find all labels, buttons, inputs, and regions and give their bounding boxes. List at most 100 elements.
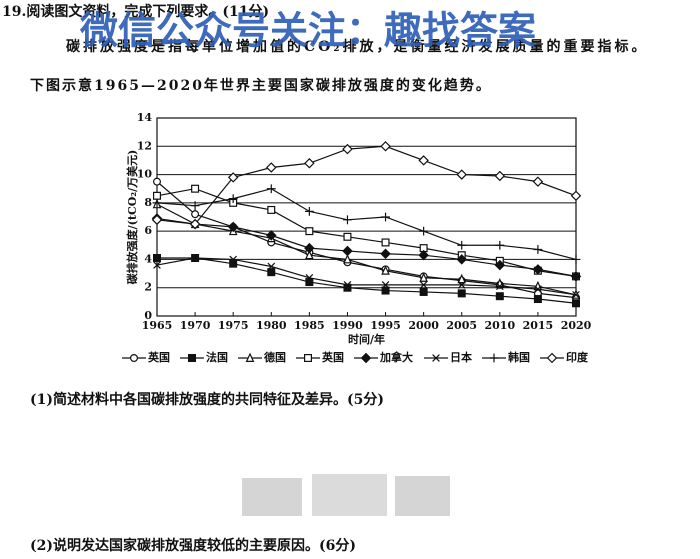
marker <box>304 206 314 216</box>
marker <box>419 281 428 289</box>
question: (1)简述材料中各国碳排放强度的共同特征及差异。(5分) <box>30 391 384 408</box>
x-tick-label: 1975 <box>218 319 249 332</box>
marker <box>495 282 504 291</box>
marker <box>570 190 582 202</box>
marker <box>570 271 582 282</box>
marker <box>304 354 313 363</box>
marker <box>229 255 238 264</box>
x-tick-label: 1995 <box>370 319 401 332</box>
marker <box>360 352 372 364</box>
marker <box>418 155 429 166</box>
marker <box>304 158 315 169</box>
marker <box>228 194 238 204</box>
marker <box>495 240 505 250</box>
marker <box>456 169 467 180</box>
watermark: 微信公众号关注：趣找答案 <box>79 8 537 53</box>
y-tick-label: 0 <box>144 309 152 322</box>
legend-label: 英国 <box>321 350 344 364</box>
legend-label: 印度 <box>566 350 589 364</box>
marker <box>190 201 200 211</box>
marker <box>457 273 467 284</box>
marker <box>571 299 580 308</box>
x-tick-label: 2000 <box>408 319 439 332</box>
legend-label: 韩国 <box>508 350 530 364</box>
marker <box>571 255 581 264</box>
legend-label: 日本 <box>450 350 472 364</box>
marker <box>457 240 467 250</box>
marker <box>191 184 200 193</box>
marker <box>381 286 390 295</box>
marker <box>189 218 201 230</box>
marker <box>546 352 558 364</box>
marker <box>489 353 499 363</box>
y-tick-label: 8 <box>144 196 152 209</box>
marker <box>494 170 506 182</box>
marker <box>188 354 197 363</box>
marker <box>267 262 276 271</box>
marker <box>153 254 162 263</box>
blurred-stamp <box>242 474 450 516</box>
marker <box>153 177 162 186</box>
series-line <box>156 203 577 296</box>
marker <box>152 198 162 208</box>
marker <box>304 242 315 254</box>
y-axis-label: 碳排放强度/(tCO₂/万美元) <box>125 150 139 285</box>
marker <box>495 292 504 301</box>
marker <box>305 227 314 236</box>
marker <box>305 273 314 282</box>
marker <box>381 212 390 222</box>
legend-label: 德国 <box>263 350 286 364</box>
marker <box>381 238 390 247</box>
marker <box>457 281 466 289</box>
marker <box>130 354 139 363</box>
intro: 碳排放强度是指每单位增加值的CO₂排放，是衡量经济发展质量的重要指标。 <box>66 38 648 55</box>
y-tick-label: 10 <box>137 168 153 181</box>
marker <box>153 261 161 269</box>
marker <box>191 254 199 262</box>
legend-label: 加拿大 <box>379 350 413 364</box>
marker <box>153 191 162 200</box>
marker <box>267 268 276 277</box>
marker <box>191 210 200 219</box>
question-header: 19.阅读图文资料，完成下列要求。(11分) <box>2 3 269 20</box>
x-tick-label: 1980 <box>256 319 287 332</box>
marker <box>419 226 429 236</box>
series-line <box>156 217 577 277</box>
marker <box>432 354 440 362</box>
series-line <box>156 188 577 277</box>
x-tick-label: 2015 <box>523 319 554 332</box>
marker <box>343 253 352 264</box>
marker <box>343 281 352 289</box>
marker <box>245 352 255 362</box>
y-tick-label: 2 <box>144 281 152 294</box>
marker <box>305 249 314 260</box>
marker <box>266 230 277 241</box>
marker <box>342 143 353 155</box>
marker <box>419 272 428 282</box>
marker <box>267 205 276 214</box>
marker <box>532 264 544 275</box>
marker <box>227 172 239 183</box>
marker <box>266 162 277 173</box>
x-tick-label: 1985 <box>294 319 325 332</box>
marker <box>457 289 466 298</box>
marker <box>381 265 390 275</box>
marker <box>151 214 163 226</box>
series-line <box>156 145 577 225</box>
marker <box>572 290 580 299</box>
marker <box>534 285 542 293</box>
question: (2)说明发达国家碳排放强度较低的主要原因。(6分) <box>30 537 356 554</box>
series-line <box>156 257 577 296</box>
marker <box>343 215 352 225</box>
marker <box>342 245 353 257</box>
marker <box>380 248 391 260</box>
marker <box>533 295 542 304</box>
x-axis-label: 时间/年 <box>348 332 385 346</box>
x-tick-label: 1965 <box>142 319 173 332</box>
marker <box>533 245 543 254</box>
marker <box>381 281 390 289</box>
marker <box>418 249 429 261</box>
legend-label: 英国 <box>147 350 170 364</box>
